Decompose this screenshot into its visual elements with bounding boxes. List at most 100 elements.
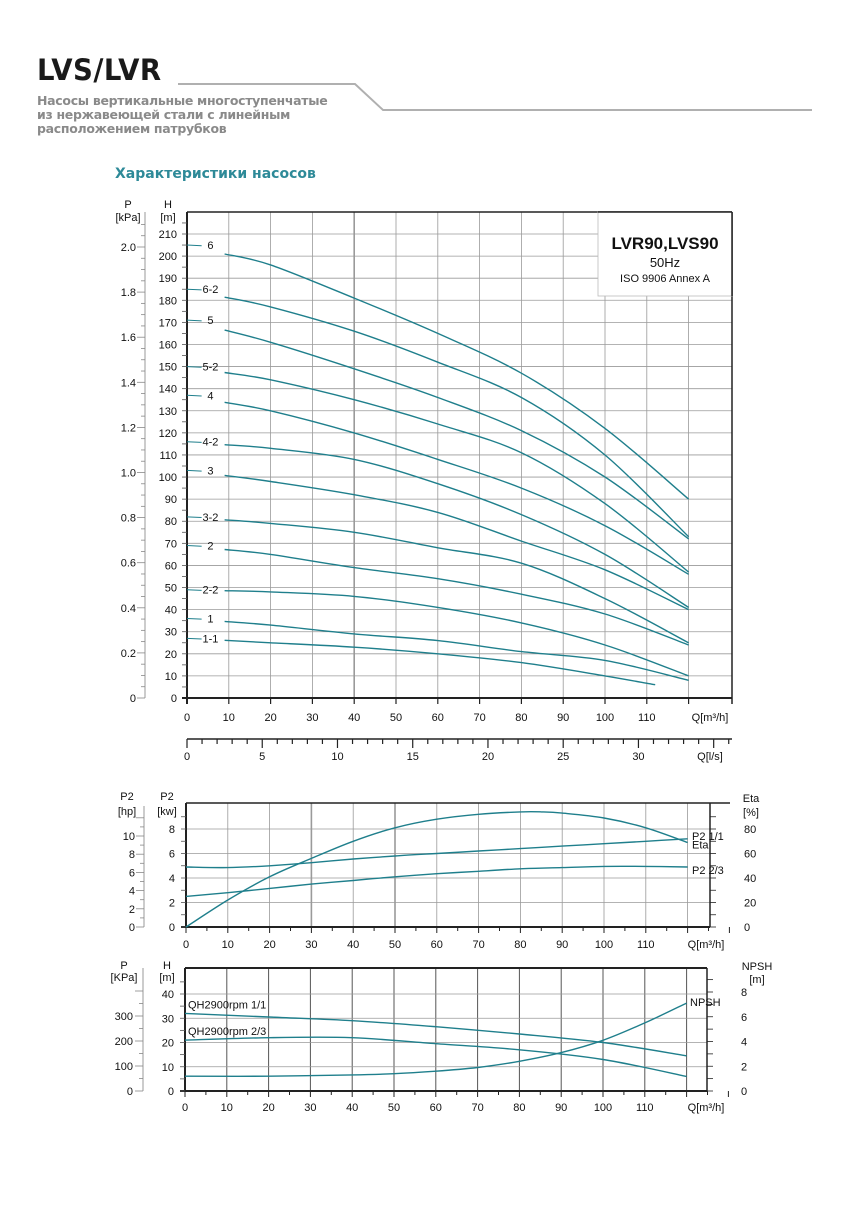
x-tick-label: 80 — [513, 1102, 525, 1114]
x-tick-label: 40 — [348, 712, 360, 724]
y-tick-label: 2 — [169, 898, 175, 910]
x-tick-label: 100 — [595, 939, 613, 951]
y-tick-label: 30 — [162, 1013, 174, 1025]
x-tick-label: 20 — [262, 1102, 274, 1114]
x-tick-label: 70 — [473, 712, 485, 724]
y-tick-label: 40 — [162, 989, 174, 1001]
x-tick-label: 0 — [182, 1102, 188, 1114]
npsh-tick-label: 4 — [741, 1037, 747, 1049]
x-tick-label: 60 — [431, 939, 443, 951]
series-lead-4-2 — [186, 441, 202, 443]
series-line-3-2 — [224, 519, 689, 644]
series-line-1-1 — [224, 639, 656, 686]
y-tick-label: 20 — [165, 649, 177, 661]
eta-axis-unit: [%] — [743, 807, 759, 819]
x-tick-label: 10 — [223, 712, 235, 724]
x-tick-label: 90 — [557, 712, 569, 724]
y-tick-label: 80 — [165, 516, 177, 528]
x-tick-label: 110 — [636, 1102, 654, 1114]
y-tick-label: 50 — [165, 583, 177, 595]
head-curves-chart: 0102030405060708090100110120130140150160… — [115, 199, 733, 763]
y-axis-unit: [kw] — [157, 806, 177, 818]
p-tick-label: 0.2 — [121, 648, 136, 660]
y-axis-title: P2 — [160, 791, 173, 803]
p-tick-label: 0 — [130, 693, 136, 705]
x-tick-label: 100 — [596, 712, 614, 724]
p-tick-label: 1.0 — [121, 468, 136, 480]
y-tick-label: 60 — [165, 560, 177, 572]
series-lead-4 — [186, 394, 202, 397]
x-tick-label: 70 — [471, 1102, 483, 1114]
brand-logo: LVS/LVR — [37, 53, 162, 87]
x-tick-label: 0 — [183, 939, 189, 951]
eta-axis-title: Eta — [743, 793, 760, 805]
npsh-axis-title: NPSH — [742, 961, 773, 973]
series-label: 5 — [207, 315, 213, 327]
series-label: 2 — [207, 541, 213, 553]
series-line-Eta — [185, 810, 688, 928]
hp-tick-label: 10 — [123, 831, 135, 843]
x-tick-label: 50 — [390, 712, 402, 724]
y-tick-label: 210 — [159, 229, 177, 241]
subtitle-line: расположением патрубков — [37, 121, 227, 136]
x-axis-title: Q[m³/h] — [692, 712, 729, 724]
x2-tick-label: 0 — [184, 751, 190, 763]
series-line-3 — [224, 474, 689, 611]
series-line-5-2 — [224, 371, 690, 573]
power-efficiency-chart: 0 2 4 6 8 P2 [kw] 0 2 4 6 8 10 P2 [hp] 0 20 40 60 80 Eta [%] 0… — [118, 791, 760, 951]
series-lead-3 — [186, 469, 202, 472]
x-tick-label: 30 — [306, 712, 318, 724]
series-label: 3 — [207, 465, 213, 477]
y-tick-label: 110 — [159, 450, 177, 462]
series-label: QH2900rpm 2/3 — [188, 1026, 266, 1038]
x-tick-label: 80 — [515, 712, 527, 724]
series-lead-5 — [186, 319, 202, 322]
x-tick-label: 0 — [184, 712, 190, 724]
kpa-tick-label: 300 — [115, 1011, 133, 1023]
series-lead-2-2 — [186, 589, 202, 591]
eta-tick-label: 20 — [744, 898, 756, 910]
x-tick-label: 30 — [304, 1102, 316, 1114]
y-axis-title: H — [164, 199, 172, 211]
series-line-6-2 — [224, 296, 690, 538]
eta-tick-label: 80 — [744, 824, 756, 836]
kpa-tick-label: 0 — [127, 1086, 133, 1098]
hp-tick-label: 6 — [129, 867, 135, 879]
y-tick-label: 10 — [162, 1062, 174, 1074]
x-tick-label: 50 — [388, 1102, 400, 1114]
y-tick-label: 170 — [159, 317, 177, 329]
x2-tick-label: 5 — [259, 751, 265, 763]
x-tick-label: 10 — [221, 1102, 233, 1114]
series-lead-6 — [186, 244, 202, 247]
series-label: 1 — [207, 613, 213, 625]
y-tick-label: 10 — [165, 671, 177, 683]
series-lead-1 — [186, 617, 202, 620]
series-line-2-2 — [224, 590, 689, 677]
x-tick-label: 110 — [637, 939, 655, 951]
p-axis-title: P — [124, 199, 131, 211]
x-tick-label: 60 — [430, 1102, 442, 1114]
series-line-6 — [224, 253, 690, 500]
hp-axis-unit: [hp] — [118, 806, 136, 818]
kpa-axis-unit: [KPa] — [111, 972, 138, 984]
series-line-P2-2-3 — [185, 865, 688, 898]
series-line-4 — [224, 401, 689, 575]
series-label: 1-1 — [202, 633, 218, 645]
kpa-tick-label: 100 — [115, 1061, 133, 1073]
p-axis-unit: [kPa] — [115, 212, 140, 224]
x-tick-label: 70 — [472, 939, 484, 951]
y-tick-label: 40 — [165, 605, 177, 617]
y-tick-label: 160 — [159, 339, 177, 351]
y-tick-label: 90 — [165, 494, 177, 506]
series-label: 6 — [207, 240, 213, 252]
series-line-NPSH — [184, 1002, 687, 1077]
info-standard: ISO 9906 Annex A — [620, 273, 711, 285]
y-tick-label: 120 — [159, 428, 177, 440]
x-tick-label: 80 — [514, 939, 526, 951]
p-tick-label: 1.2 — [121, 422, 136, 434]
series-label: NPSH — [690, 997, 721, 1009]
y-tick-label: 0 — [171, 693, 177, 705]
series-line-1 — [224, 620, 689, 681]
x-tick-label: 20 — [263, 939, 275, 951]
series-label: Eta — [692, 839, 709, 851]
